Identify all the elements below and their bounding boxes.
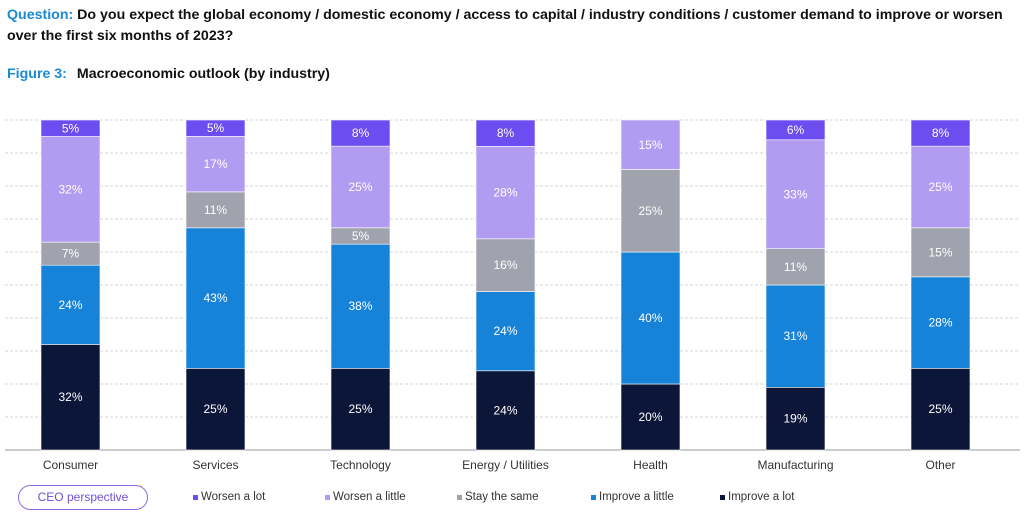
legend-swatch [193, 494, 198, 500]
legend-label: Improve a little [599, 491, 674, 503]
category-label: Consumer [43, 458, 98, 472]
legend-swatch [325, 494, 330, 500]
bar-segment [475, 238, 536, 292]
data-label: 24% [493, 403, 517, 417]
bar-segment [330, 145, 391, 229]
bar-segment [330, 243, 391, 369]
bar-segment [185, 227, 246, 369]
bar-segment [40, 264, 101, 345]
data-label: 38% [348, 299, 372, 313]
legend-item: Improve a lot [720, 491, 794, 503]
data-label: 5% [352, 229, 370, 243]
category-label: Health [633, 458, 668, 472]
data-label: 20% [638, 410, 662, 424]
bar-segment [330, 368, 391, 451]
bar-segment [475, 291, 536, 372]
figure-title: Figure 3: Macroeconomic outlook (by indu… [7, 66, 330, 82]
figure-title-text: Macroeconomic outlook (by industry) [76, 66, 330, 82]
legend-swatch [720, 494, 725, 500]
bar-segment [185, 136, 246, 193]
bar-segment [620, 169, 681, 253]
data-label: 11% [204, 203, 227, 217]
category-label: Energy / Utilities [462, 458, 549, 472]
data-label: 8% [932, 126, 950, 140]
legend-swatch [591, 494, 596, 500]
data-label: 5% [62, 121, 80, 135]
figure-label: Figure 3: [7, 66, 67, 82]
data-label: 16% [493, 258, 517, 272]
question-body: Do you expect the global economy / domes… [7, 7, 1003, 44]
bar-segment [330, 119, 391, 147]
bar-segment [620, 251, 681, 385]
data-label: 31% [783, 329, 807, 343]
bar-segment [620, 119, 681, 170]
data-label: 28% [493, 186, 517, 200]
bar-segment [40, 344, 101, 451]
category-label: Manufacturing [757, 458, 833, 472]
data-label: 6% [787, 123, 805, 137]
data-label: 40% [638, 311, 662, 325]
bar-segment [40, 136, 101, 243]
stacked-bar-chart: 32% 24% 7% 32% 5% Consumer 25% 43% 11% 17% 5% Servi… [5, 119, 1020, 472]
bar-segment [765, 386, 826, 451]
bar-segment [475, 119, 536, 147]
data-label: 15% [638, 138, 662, 152]
data-label: 7% [62, 247, 80, 261]
bar-segment [185, 119, 246, 137]
data-label: 25% [203, 402, 227, 416]
data-label: 25% [348, 180, 372, 194]
bar-segment [475, 146, 536, 240]
bar-segment [185, 191, 246, 229]
ceo-perspective-badge: CEO perspective [18, 485, 148, 510]
data-label: 25% [928, 180, 952, 194]
legend-label: Improve a lot [728, 491, 795, 503]
data-label: 8% [352, 126, 370, 140]
legend-item: Worsen a little [325, 491, 406, 503]
legend-item: Stay the same [457, 491, 539, 503]
category-label: Other [925, 458, 955, 472]
legend-item: Worsen a lot [193, 491, 265, 503]
legend-item: Improve a little [591, 491, 674, 503]
legend-label: Stay the same [465, 491, 539, 503]
data-label: 24% [58, 298, 82, 312]
category-label: Technology [330, 458, 391, 472]
data-label: 17% [203, 157, 227, 171]
bar-segment [910, 227, 971, 278]
data-label: 28% [928, 316, 952, 330]
bar-segment [40, 119, 101, 137]
data-label: 24% [493, 324, 517, 338]
data-label: 32% [58, 390, 82, 404]
bar-segment [765, 248, 826, 286]
legend-label: Worsen a little [333, 491, 406, 503]
question-label: Question: [7, 7, 74, 23]
legend-swatch [457, 494, 462, 500]
data-label: 33% [783, 187, 807, 201]
category-label: Services [192, 458, 238, 472]
question-text: Question: Do you expect the global econo… [7, 5, 1007, 47]
data-label: 43% [203, 291, 227, 305]
data-label: 25% [348, 402, 372, 416]
legend-label: Worsen a lot [201, 491, 266, 503]
bar-segment [765, 119, 826, 141]
bar-segment [765, 284, 826, 388]
data-label: 8% [497, 126, 515, 140]
data-label: 32% [58, 182, 82, 196]
bar-segment [910, 368, 971, 451]
bar-segment [620, 383, 681, 451]
data-label: 11% [784, 260, 807, 274]
data-label: 25% [928, 402, 952, 416]
data-label: 15% [928, 245, 952, 259]
data-label: 25% [638, 204, 662, 218]
data-label: 19% [783, 412, 807, 426]
data-label: 5% [207, 121, 225, 135]
bar-segment [910, 119, 971, 147]
bar-segment [910, 276, 971, 369]
